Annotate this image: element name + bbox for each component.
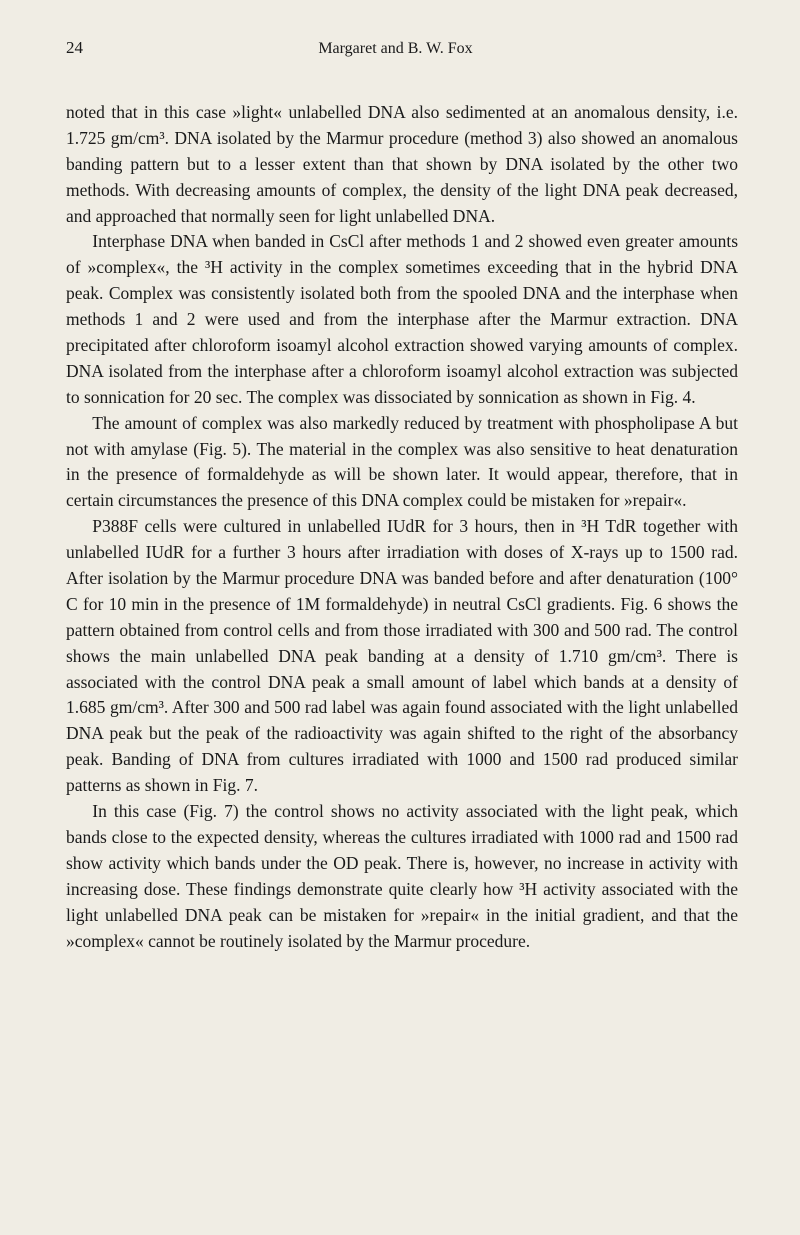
paragraph-1: noted that in this case »light« unlabell… [66,100,738,229]
paragraph-3: The amount of complex was also markedly … [66,411,738,515]
paragraph-2: Interphase DNA when banded in CsCl after… [66,229,738,410]
page-header: 24 Margaret and B. W. Fox [66,38,738,58]
paragraph-4: P388F cells were cultured in unlabelled … [66,514,738,799]
paragraph-5: In this case (Fig. 7) the control shows … [66,799,738,954]
running-head: Margaret and B. W. Fox [53,40,738,58]
body-text: noted that in this case »light« unlabell… [66,100,738,954]
page: 24 Margaret and B. W. Fox noted that in … [0,0,800,992]
